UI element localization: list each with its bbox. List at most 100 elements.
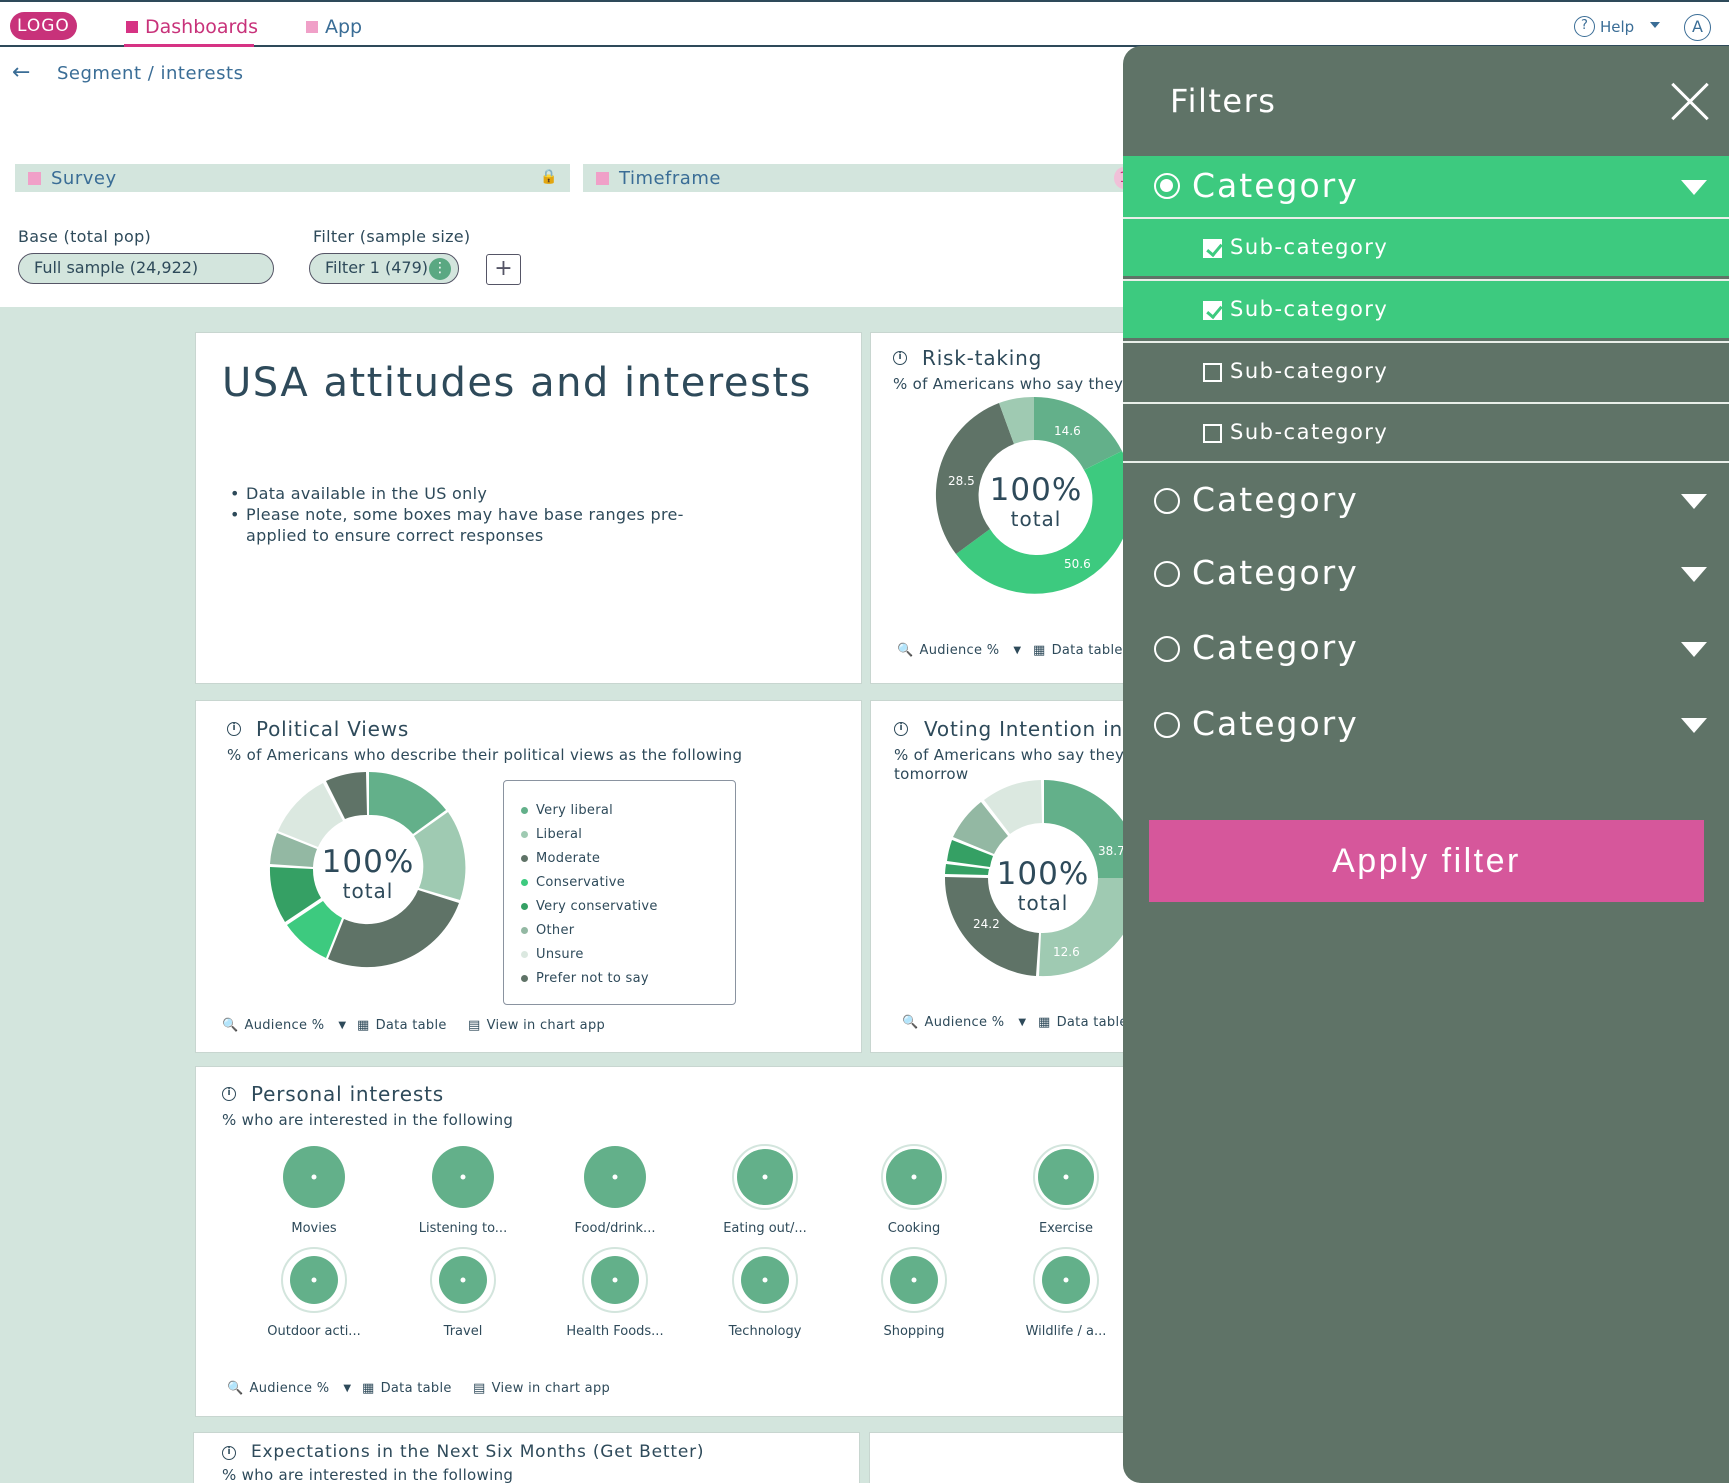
category-row[interactable]: Category	[1123, 624, 1729, 674]
chevron-down-icon[interactable]	[1681, 718, 1707, 733]
interest-item: Health Foods...	[540, 1246, 690, 1339]
view-chart-button[interactable]: ▤ View in chart app	[468, 1018, 605, 1033]
page-title: USA attitudes and interests	[222, 360, 812, 406]
risk-title: Risk-taking	[922, 346, 1043, 370]
tab-app[interactable]: App	[306, 16, 362, 38]
interest-label: Exercise	[1038, 1221, 1094, 1236]
help-button[interactable]: ? Help	[1574, 16, 1634, 37]
tab-dashboards-label: Dashboards	[145, 16, 258, 38]
add-filter-button[interactable]: +	[486, 254, 521, 285]
checkbox-icon[interactable]	[1203, 424, 1222, 443]
interests-card	[195, 1066, 1140, 1417]
subcategory-row[interactable]: Sub-category	[1123, 217, 1729, 276]
subcategory-label: Sub-category	[1230, 297, 1389, 321]
timeframe-selector[interactable]: Timeframe 1	[583, 164, 1134, 192]
subcategory-row[interactable]: Sub-category	[1123, 402, 1729, 463]
data-table-button[interactable]: ▦ Data table	[1033, 643, 1123, 658]
category-row[interactable]: Category	[1123, 549, 1729, 599]
info-icon[interactable]: i	[227, 722, 241, 736]
info-icon[interactable]: i	[894, 722, 908, 736]
radio-icon[interactable]	[1154, 712, 1180, 738]
voting-data-label: 38.7	[1098, 844, 1125, 858]
risk-data-label: 28.5	[948, 474, 975, 488]
subcategory-row[interactable]: Sub-category	[1123, 341, 1729, 400]
breadcrumb: Segment / interests	[57, 63, 244, 84]
radio-selected-icon[interactable]	[1154, 173, 1180, 199]
risk-segment	[935, 403, 1014, 554]
interest-bubble	[1033, 1247, 1099, 1313]
checkbox-checked-icon[interactable]	[1203, 301, 1222, 320]
legend-dot	[521, 974, 528, 982]
chevron-down-icon[interactable]	[1681, 494, 1707, 509]
info-icon[interactable]: i	[893, 351, 907, 365]
survey-selector[interactable]: Survey 🔒	[15, 164, 570, 192]
close-icon[interactable]	[1669, 81, 1709, 121]
filter-menu-icon[interactable]: ⋮	[429, 258, 451, 280]
audience-dropdown[interactable]: 🔍 Audience % ▼	[897, 643, 1021, 658]
legend-dot	[521, 902, 528, 910]
category-label: Category	[1192, 628, 1359, 667]
risk-donut-chart	[935, 396, 1133, 594]
filters-title: Filters	[1170, 82, 1277, 120]
info-icon[interactable]: i	[222, 1446, 236, 1460]
category-row[interactable]: Category	[1123, 700, 1729, 750]
audience-dropdown[interactable]: 🔍 Audience % ▼	[227, 1381, 351, 1396]
checkbox-checked-icon[interactable]	[1203, 239, 1222, 258]
base-select[interactable]: Full sample (24,922)	[18, 253, 274, 284]
data-table-button[interactable]: ▦ Data table	[362, 1381, 452, 1396]
view-chart-button[interactable]: ▤ View in chart app	[473, 1381, 610, 1396]
info-icon[interactable]: i	[222, 1087, 236, 1101]
legend-label: Unsure	[536, 946, 584, 962]
radio-icon[interactable]	[1154, 636, 1180, 662]
interest-label: Listening to...	[418, 1221, 508, 1236]
interest-label: Technology	[728, 1324, 802, 1339]
avatar[interactable]: A	[1684, 14, 1711, 41]
interest-label: Cooking	[887, 1221, 941, 1236]
legend-label: Very conservative	[536, 898, 658, 914]
interest-bubble	[432, 1146, 494, 1208]
radio-icon[interactable]	[1154, 561, 1180, 587]
legend-label: Other	[536, 922, 575, 938]
chevron-down-icon[interactable]	[1650, 22, 1660, 28]
view-chart-label: View in chart app	[486, 1018, 606, 1033]
interest-bubble-dot	[460, 1174, 466, 1180]
intro-notes: Data available in the US only Please not…	[230, 483, 685, 546]
center-total: total	[1017, 891, 1069, 915]
chevron-down-icon[interactable]	[1681, 567, 1707, 582]
voting-segment	[947, 840, 993, 867]
filters-panel: Filters Category Sub-category Sub-catego…	[1123, 46, 1729, 1483]
apply-filter-button[interactable]: Apply filter	[1149, 820, 1704, 902]
blank-card	[869, 1432, 1140, 1483]
data-table-button[interactable]: ▦ Data table	[1038, 1015, 1128, 1030]
app-icon	[306, 21, 318, 33]
tab-dashboards[interactable]: Dashboards	[126, 16, 258, 38]
checkbox-icon[interactable]	[1203, 363, 1222, 382]
interest-bubble-dot	[911, 1277, 917, 1283]
interest-bubble-dot	[311, 1277, 317, 1283]
data-table-button[interactable]: ▦ Data table	[357, 1018, 447, 1033]
data-table-label: Data table	[1051, 643, 1123, 658]
political-segment	[414, 812, 466, 900]
category-label: Category	[1192, 553, 1359, 592]
expectations-title: Expectations in the Next Six Months (Get…	[251, 1442, 705, 1462]
radio-icon[interactable]	[1154, 488, 1180, 514]
subcategory-row[interactable]: Sub-category	[1123, 279, 1729, 338]
chevron-down-icon[interactable]	[1681, 642, 1707, 657]
chevron-down-icon: ▼	[1018, 1017, 1027, 1028]
chevron-down-icon[interactable]	[1681, 180, 1707, 195]
category-row[interactable]: Category	[1123, 476, 1729, 526]
political-subtitle: % of Americans who describe their politi…	[227, 746, 743, 764]
search-icon: 🔍	[897, 643, 914, 658]
audience-dropdown[interactable]: 🔍 Audience % ▼	[902, 1015, 1026, 1030]
interest-bubble-dot	[460, 1277, 466, 1283]
category-label: Category	[1192, 704, 1359, 743]
interest-item: Travel	[388, 1246, 538, 1339]
active-tab-underline	[124, 44, 254, 47]
back-arrow-icon[interactable]: ←	[12, 60, 31, 85]
subcategory-label: Sub-category	[1230, 235, 1389, 259]
category-row-active[interactable]: Category	[1123, 156, 1729, 217]
top-nav-bar: LOGO Dashboards App ? Help A	[0, 0, 1729, 47]
risk-data-label: 50.6	[1064, 557, 1091, 571]
audience-dropdown[interactable]: 🔍 Audience % ▼	[222, 1018, 346, 1033]
interest-bubble-dot	[911, 1174, 917, 1180]
